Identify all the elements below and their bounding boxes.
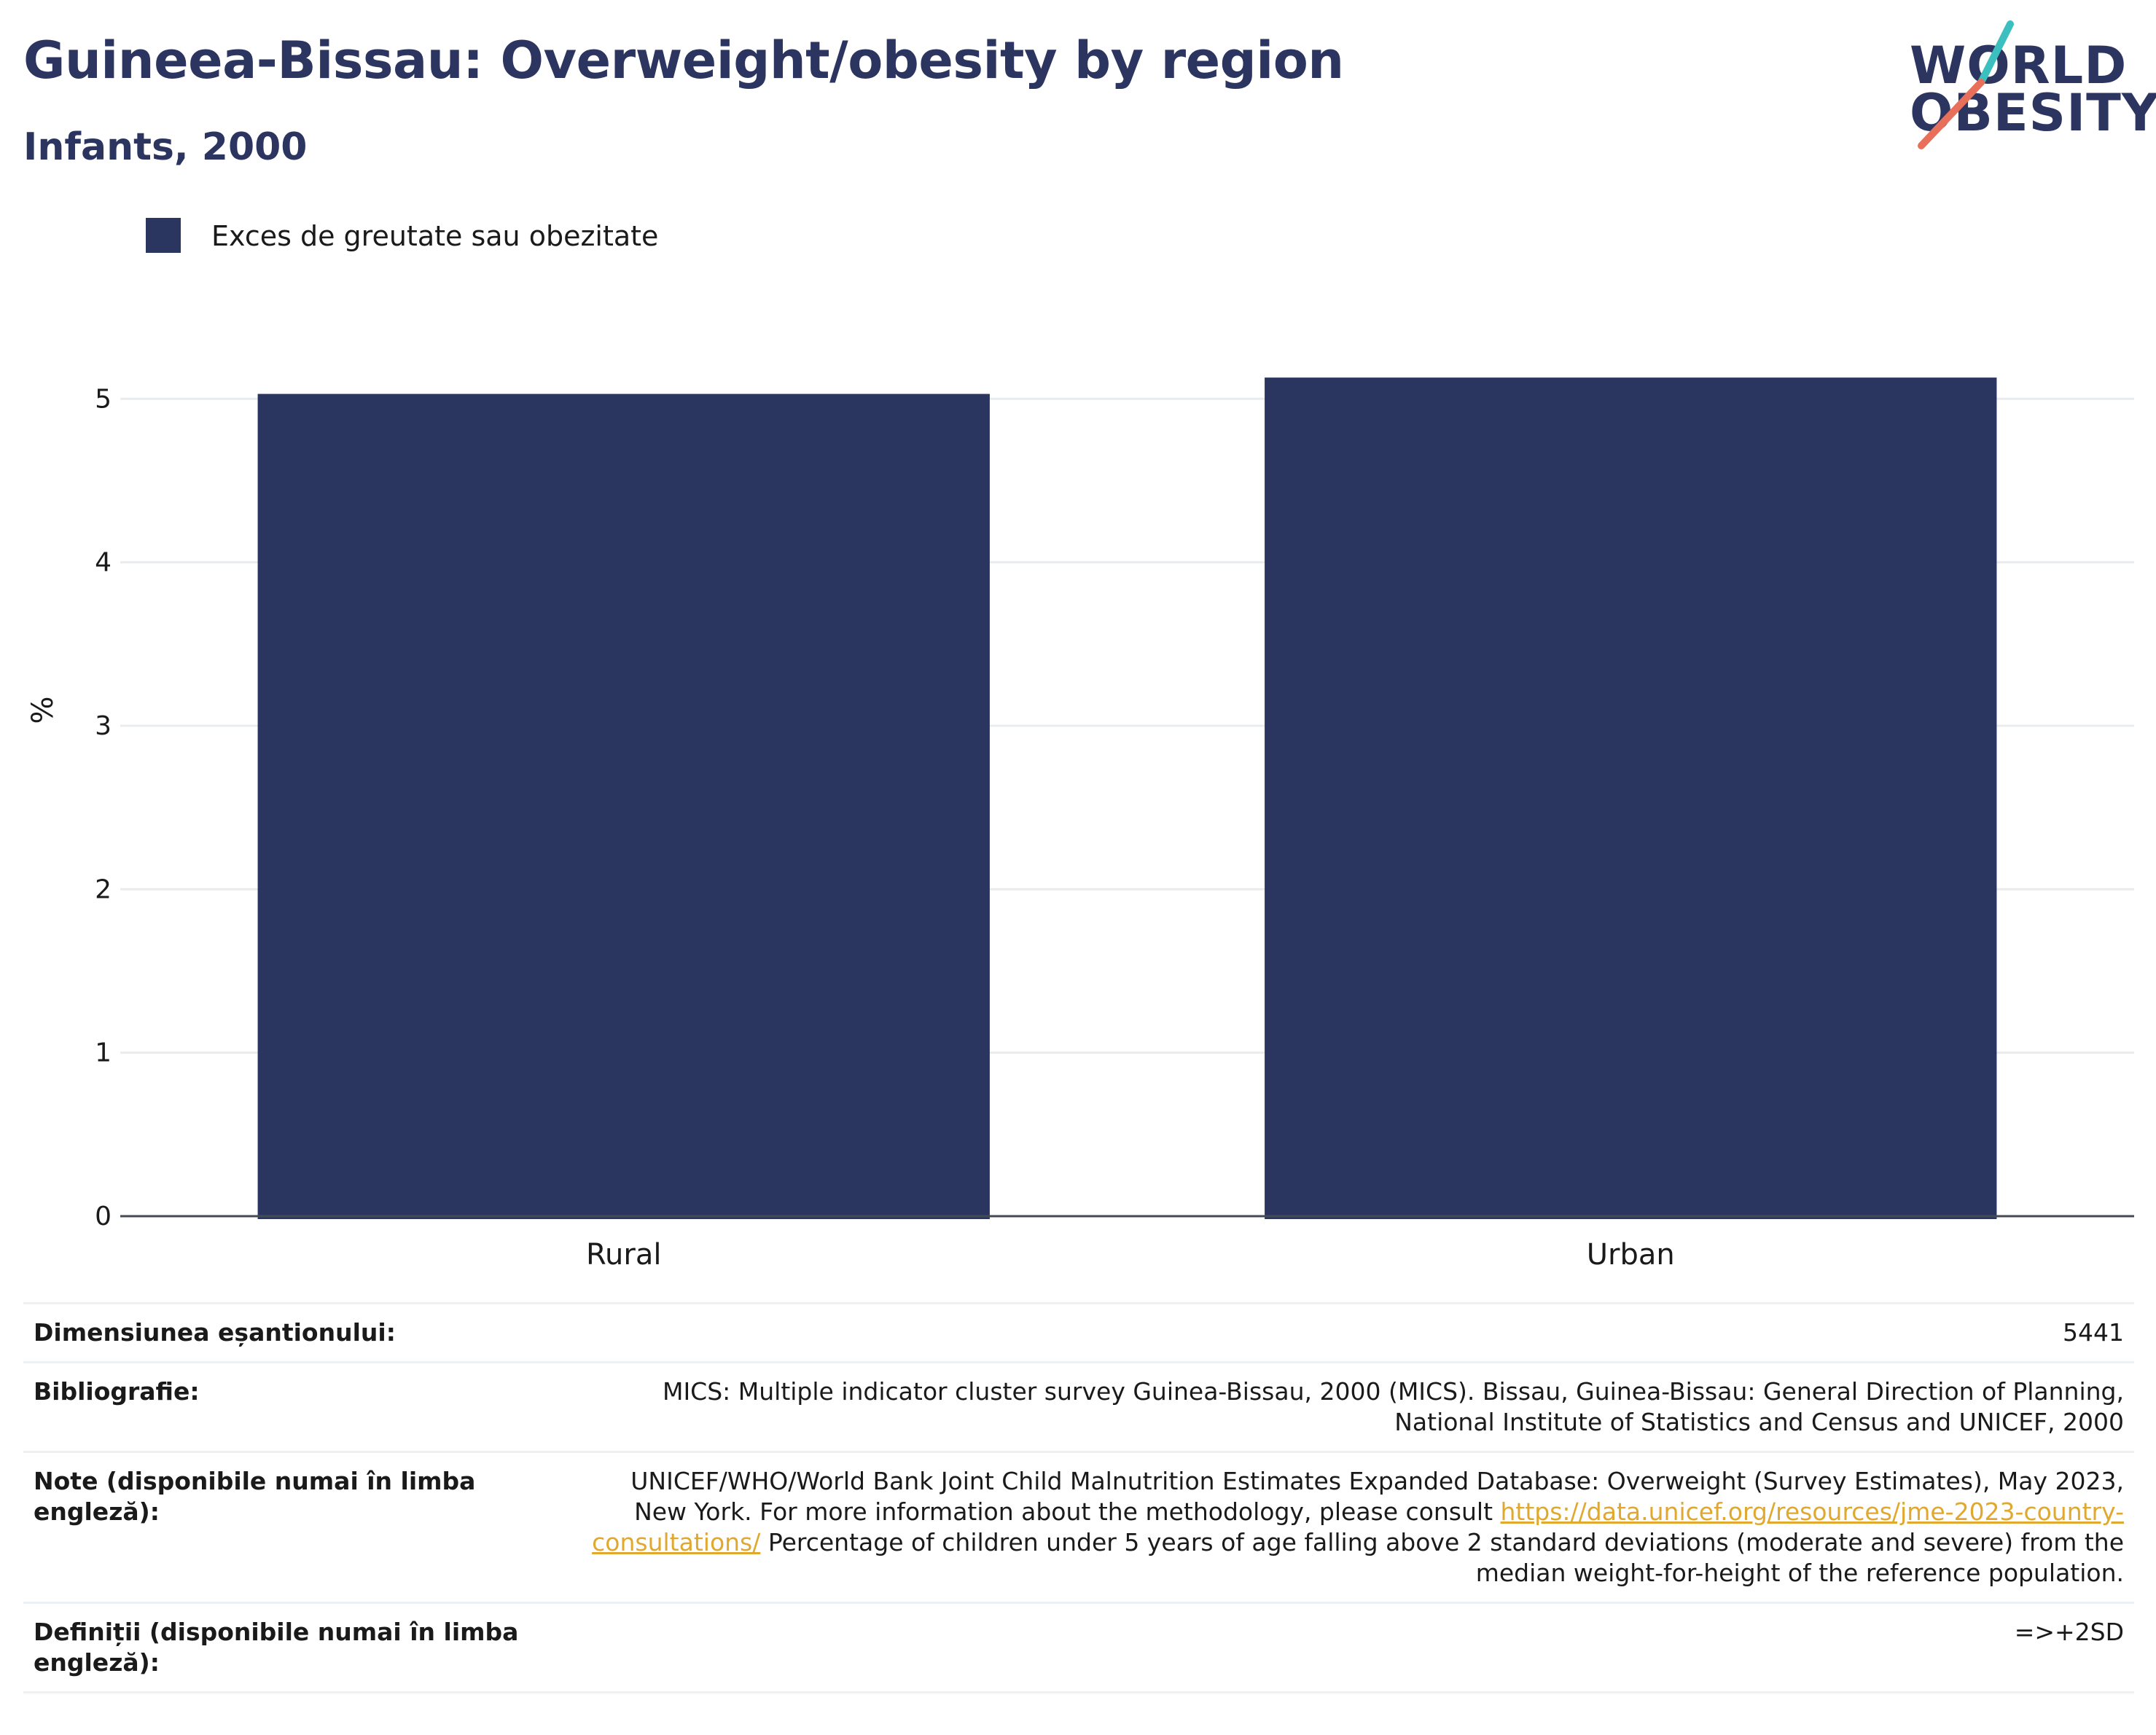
y-tick-label: 4 [95,548,112,578]
notes-label: Note (disponibile numai în limba engleză… [34,1467,476,1526]
y-tick-label: 3 [95,711,112,741]
notes-text-before: UNICEF/WHO/World Bank Joint Child Malnut… [630,1467,2124,1526]
info-row-notes: Note (disponibile numai în limba engleză… [23,1451,2134,1602]
chart-subtitle: Infants, 2000 [23,125,308,169]
definitions-value: =>+2SD [2014,1618,2124,1646]
x-tick-label: Urban [1587,1238,1675,1272]
bar [1265,377,1997,1220]
logo-line-1: WORLD [1910,36,2128,95]
y-tick-label: 5 [95,384,112,414]
info-row-definitions: Definiții (disponibile numai în limba en… [23,1602,2134,1693]
info-row-sample-size: Dimensiunea eșantionului: 5441 [23,1302,2134,1361]
y-axis-title: % [26,696,60,724]
info-row-bibliography: Bibliografie: MICS: Multiple indicator c… [23,1361,2134,1451]
y-tick-label: 1 [95,1038,112,1068]
x-tick-label: Rural [586,1238,661,1272]
notes-value: UNICEF/WHO/World Bank Joint Child Malnut… [529,1466,2124,1589]
logo-slash-icon [1918,20,2014,149]
bibliography-value: MICS: Multiple indicator cluster survey … [662,1377,2124,1436]
info-table: Dimensiunea eșantionului: 5441 Bibliogra… [23,1302,2134,1693]
legend-swatch [146,218,181,253]
legend-label: Exces de greutate sau obezitate [211,220,659,252]
y-tick-label: 2 [95,874,112,904]
methodology-link[interactable]: https://data.unicef.org/resources/jme-20… [592,1497,2124,1556]
world-obesity-logo: WORLD OBESITY [1895,18,2156,157]
y-tick-label: 0 [95,1202,112,1231]
definitions-label: Definiții (disponibile numai în limba en… [34,1618,519,1677]
bar [257,393,990,1219]
sample-size-label: Dimensiunea eșantionului: [34,1318,396,1347]
bibliography-label: Bibliografie: [34,1377,200,1406]
chart-title: Guineea-Bissau: Overweight/obesity by re… [23,31,1344,90]
sample-size-value: 5441 [2063,1318,2124,1347]
bar-chart: 0 1 2 3 4 5% Rural Urban [26,377,2134,1272]
notes-text-after: Percentage of children under 5 years of … [760,1528,2124,1587]
